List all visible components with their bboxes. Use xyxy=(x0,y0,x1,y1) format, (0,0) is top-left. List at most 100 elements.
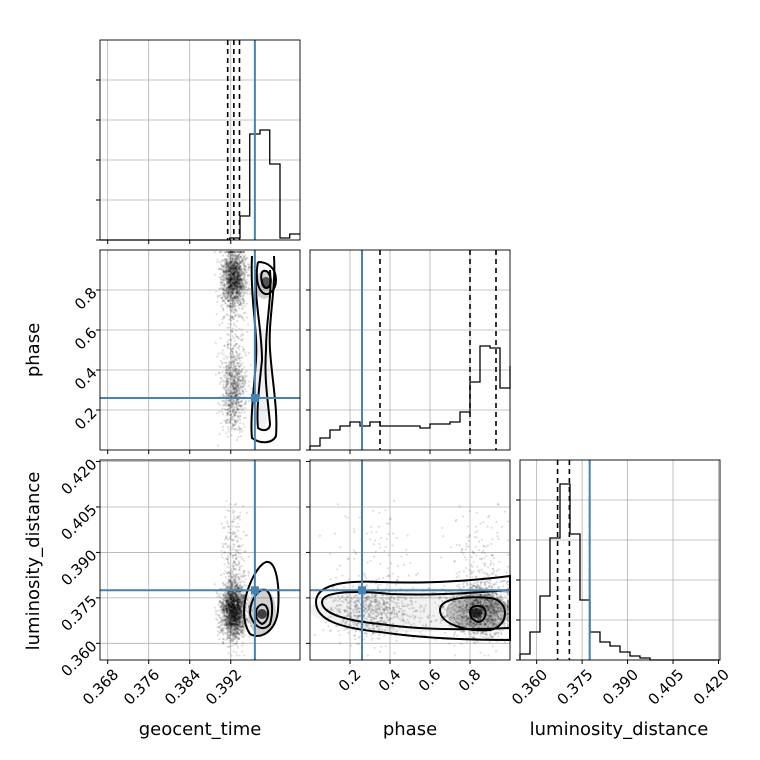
sample-point xyxy=(225,287,228,290)
sample-point xyxy=(227,560,230,563)
sample-point xyxy=(218,382,222,385)
sample-point xyxy=(232,278,236,281)
sample-point xyxy=(229,632,233,635)
sample-point xyxy=(237,282,240,285)
sample-point xyxy=(227,289,230,293)
sample-point xyxy=(233,339,237,343)
sample-point xyxy=(246,292,249,295)
sample-point xyxy=(236,284,239,288)
sample-point xyxy=(242,348,246,351)
sample-point xyxy=(231,329,234,332)
sample-point xyxy=(242,531,245,534)
sample-point xyxy=(237,384,240,387)
sample-point xyxy=(230,267,233,270)
sample-point xyxy=(233,406,236,409)
sample-point xyxy=(237,387,241,390)
sample-point xyxy=(242,391,245,394)
sample-point xyxy=(230,262,233,265)
sample-point xyxy=(222,526,225,530)
sample-point xyxy=(239,392,242,395)
sample-point xyxy=(237,415,240,418)
sample-point xyxy=(233,355,236,358)
sample-point xyxy=(236,595,240,598)
sample-point xyxy=(237,372,241,375)
sample-point xyxy=(231,264,234,267)
sample-point xyxy=(221,299,224,302)
sample-point xyxy=(231,361,234,364)
sample-point xyxy=(234,610,238,614)
sample-point xyxy=(223,283,226,286)
sample-point xyxy=(233,285,236,288)
sample-point xyxy=(220,352,223,355)
sample-point xyxy=(229,531,232,534)
sample-point xyxy=(225,270,229,273)
sample-point xyxy=(226,269,229,272)
sample-point xyxy=(238,365,241,368)
sample-point xyxy=(227,525,230,528)
sample-point xyxy=(232,295,236,298)
sample-point xyxy=(236,276,239,279)
sample-point xyxy=(231,612,234,615)
sample-point xyxy=(246,598,249,601)
sample-point xyxy=(234,284,237,287)
sample-point xyxy=(237,378,240,381)
sample-point xyxy=(236,264,239,268)
sample-point xyxy=(238,418,241,422)
sample-point xyxy=(246,330,249,334)
sample-point xyxy=(237,250,240,254)
sample-point xyxy=(236,376,240,380)
sample-point xyxy=(232,282,236,285)
sample-point xyxy=(237,411,240,414)
sample-point xyxy=(231,304,234,307)
sample-point xyxy=(239,581,242,584)
sample-point xyxy=(230,277,233,280)
sample-point xyxy=(232,269,236,272)
sample-point xyxy=(227,430,230,433)
sample-point xyxy=(236,310,239,313)
sample-point xyxy=(229,386,233,389)
sample-point xyxy=(228,307,231,311)
sample-point xyxy=(232,290,235,293)
sample-point xyxy=(232,267,235,271)
sample-point xyxy=(247,266,250,269)
sample-point xyxy=(238,278,241,281)
sample-point xyxy=(243,382,246,386)
sample-point xyxy=(230,374,233,378)
sample-point xyxy=(236,384,239,387)
sample-point xyxy=(241,430,244,433)
sample-point xyxy=(223,551,226,554)
sample-point xyxy=(238,353,241,356)
sample-point xyxy=(228,636,231,639)
sample-point xyxy=(237,404,241,407)
sample-point xyxy=(238,514,241,517)
sample-point xyxy=(229,272,232,275)
sample-point xyxy=(224,557,227,560)
sample-point xyxy=(234,402,237,405)
sample-point xyxy=(229,267,233,270)
sample-point xyxy=(246,595,250,598)
sample-point xyxy=(235,286,238,289)
sample-point xyxy=(244,254,247,257)
sample-point xyxy=(219,616,222,619)
sample-point xyxy=(238,264,241,267)
sample-point xyxy=(216,630,219,633)
sample-point xyxy=(231,393,234,396)
sample-point xyxy=(231,530,234,534)
sample-point xyxy=(236,393,240,396)
sample-point xyxy=(237,555,240,558)
sample-point xyxy=(230,416,233,419)
sample-point xyxy=(226,299,229,302)
sample-point xyxy=(232,337,235,340)
sample-point xyxy=(234,392,238,395)
sample-point xyxy=(242,264,245,267)
sample-point xyxy=(226,387,229,390)
sample-point xyxy=(220,553,223,556)
sample-point xyxy=(216,595,219,598)
sample-point xyxy=(232,250,235,254)
sample-point xyxy=(243,371,247,375)
sample-point xyxy=(243,630,246,633)
sample-point xyxy=(233,387,236,391)
sample-point xyxy=(226,435,230,438)
sample-point xyxy=(217,603,220,606)
sample-point xyxy=(234,399,238,402)
